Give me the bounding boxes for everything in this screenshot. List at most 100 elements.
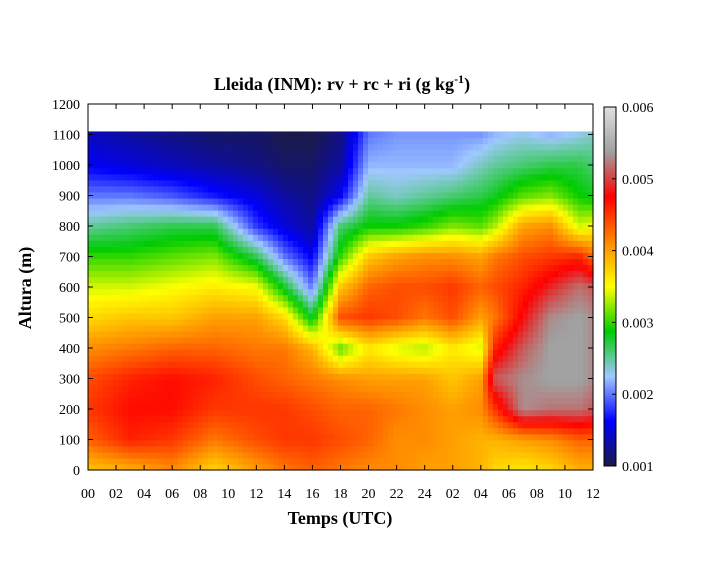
heatmap-cell: [243, 451, 249, 459]
heatmap-cell: [378, 451, 384, 459]
heatmap-cell: [488, 439, 494, 447]
heatmap-cell: [378, 204, 384, 211]
heatmap-cell: [148, 234, 154, 241]
heatmap-cell: [513, 373, 519, 380]
heatmap-cell: [523, 349, 529, 356]
heatmap-cell: [513, 258, 519, 266]
heatmap-cell: [458, 463, 464, 471]
heatmap-cell: [298, 403, 304, 411]
heatmap-cell: [448, 197, 454, 205]
heatmap-cell: [343, 222, 349, 229]
heatmap-cell: [268, 276, 274, 284]
heatmap-cell: [303, 167, 309, 175]
heatmap-cell: [88, 403, 94, 411]
heatmap-cell: [368, 216, 374, 223]
heatmap-cell: [248, 131, 254, 139]
heatmap-cell: [358, 451, 364, 459]
heatmap-cell: [493, 240, 499, 247]
heatmap-cell: [533, 439, 539, 447]
heatmap-cell: [208, 143, 214, 151]
heatmap-cell: [238, 451, 244, 459]
heatmap-cell: [178, 415, 184, 423]
heatmap-cell: [138, 337, 144, 344]
heatmap-cell: [218, 379, 224, 386]
heatmap-cell: [128, 421, 134, 429]
heatmap-cell: [388, 300, 394, 308]
heatmap-cell: [398, 228, 404, 235]
heatmap-cell: [203, 137, 209, 145]
heatmap-cell: [483, 204, 489, 211]
heatmap-cell: [123, 185, 129, 193]
heatmap-cell: [453, 306, 459, 314]
heatmap-cell: [143, 312, 149, 320]
heatmap-cell: [183, 191, 189, 199]
heatmap-cell: [468, 312, 474, 320]
heatmap-cell: [208, 216, 214, 223]
heatmap-cell: [223, 415, 229, 423]
heatmap-cell: [103, 355, 109, 362]
heatmap-cell: [158, 330, 164, 338]
heatmap-cell: [113, 191, 119, 199]
heatmap-cell: [278, 210, 284, 217]
heatmap-cell: [218, 451, 224, 459]
heatmap-cell: [318, 216, 324, 223]
heatmap-cell: [248, 415, 254, 423]
heatmap-cell: [263, 463, 269, 471]
heatmap-cell: [128, 167, 134, 175]
heatmap-cell: [228, 240, 234, 247]
heatmap-cell: [248, 361, 254, 368]
heatmap-cell: [283, 288, 289, 296]
heatmap-cell: [153, 222, 159, 229]
heatmap-cell: [508, 240, 514, 247]
heatmap-cell: [223, 252, 229, 260]
heatmap-cell: [233, 463, 239, 471]
heatmap-cell: [433, 155, 439, 163]
heatmap-cell: [448, 415, 454, 423]
heatmap-cell: [408, 185, 414, 193]
heatmap-cell: [423, 258, 429, 266]
heatmap-cell: [328, 222, 334, 229]
heatmap-cell: [473, 179, 479, 187]
heatmap-cell: [143, 155, 149, 163]
heatmap-cell: [508, 312, 514, 320]
heatmap-cell: [338, 282, 344, 290]
heatmap-cell: [233, 264, 239, 272]
heatmap-cell: [388, 403, 394, 411]
heatmap-cell: [288, 240, 294, 247]
heatmap-cell: [368, 222, 374, 229]
heatmap-cell: [478, 300, 484, 308]
heatmap-cell: [88, 252, 94, 260]
heatmap-cell: [498, 391, 504, 399]
heatmap-cell: [183, 143, 189, 151]
heatmap-cell: [223, 349, 229, 356]
heatmap-cell: [223, 391, 229, 399]
heatmap-cell: [293, 324, 299, 332]
heatmap-cell: [523, 318, 529, 326]
heatmap-cell: [173, 451, 179, 459]
heatmap-cell: [433, 131, 439, 139]
heatmap-cell: [278, 216, 284, 223]
heatmap-cell: [483, 300, 489, 308]
heatmap-cell: [123, 355, 129, 362]
heatmap-cell: [258, 264, 264, 272]
heatmap-cell: [403, 306, 409, 314]
heatmap-cell: [263, 324, 269, 332]
heatmap-cell: [178, 409, 184, 417]
heatmap-cell: [178, 222, 184, 229]
heatmap-cell: [503, 264, 509, 272]
heatmap-cell: [113, 306, 119, 314]
heatmap-cell: [513, 445, 519, 453]
heatmap-cell: [273, 343, 279, 350]
heatmap-cell: [203, 173, 209, 181]
heatmap-cell: [503, 361, 509, 368]
heatmap-cell: [363, 379, 369, 386]
heatmap-cell: [368, 324, 374, 332]
heatmap-cell: [513, 300, 519, 308]
heatmap-cell: [108, 361, 114, 368]
heatmap-cell: [233, 216, 239, 223]
heatmap-cell: [298, 252, 304, 260]
heatmap-cell: [218, 137, 224, 145]
heatmap-cell: [253, 433, 259, 441]
heatmap-cell: [528, 445, 534, 453]
heatmap-cell: [263, 131, 269, 139]
